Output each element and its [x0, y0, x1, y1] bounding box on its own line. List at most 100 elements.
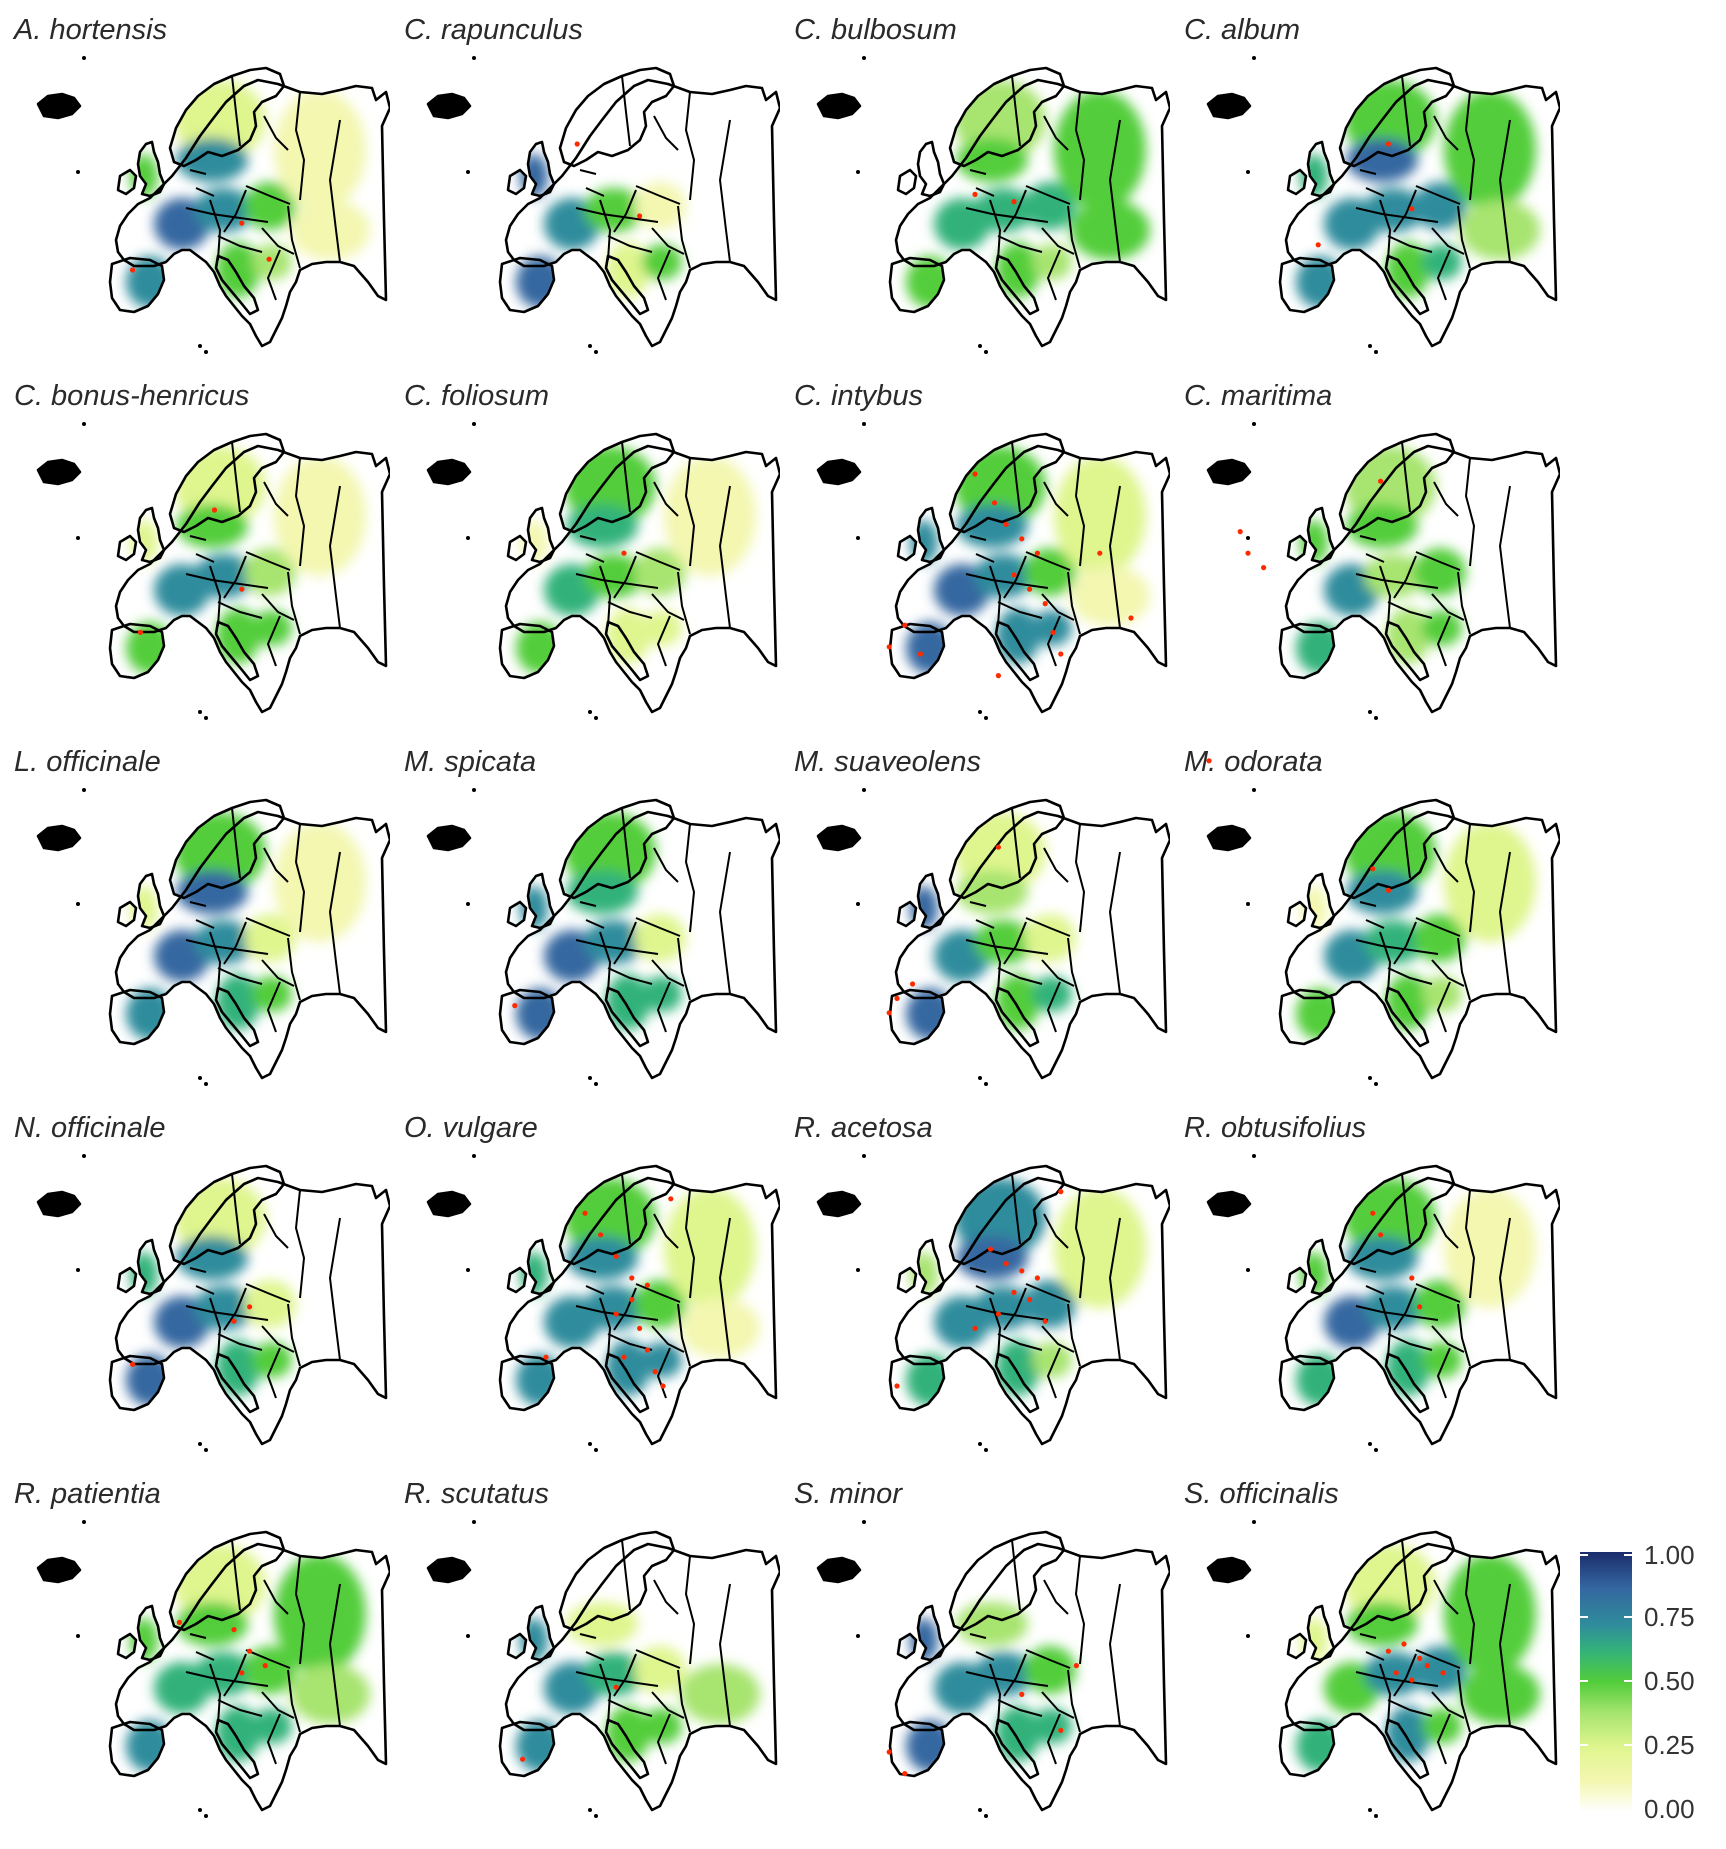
suitability-region [642, 1342, 682, 1378]
suitability-region [252, 244, 292, 280]
occurrence-point [1011, 572, 1017, 578]
species-map-panel: C. maritima [1170, 366, 1560, 726]
species-name: S. officinalis [1184, 1478, 1339, 1510]
occurrence-point [582, 1210, 588, 1216]
occurrence-point [894, 1383, 900, 1389]
europe-map [36, 1154, 390, 1452]
suitability-region [1414, 548, 1466, 596]
iceland-outline [428, 826, 470, 850]
occurrence-point [1385, 141, 1391, 147]
occurrence-point [1003, 521, 1009, 527]
island-dot [588, 1808, 592, 1812]
island-dot [1246, 1268, 1250, 1272]
suitability-region [252, 610, 292, 646]
occurrence-point [543, 1354, 549, 1360]
island-dot [472, 788, 476, 792]
island-dot [198, 344, 202, 348]
occurrence-point [621, 1354, 627, 1360]
species-name: R. scutatus [404, 1478, 550, 1510]
island-dot [588, 710, 592, 714]
suitability-region [244, 1646, 296, 1694]
suitability-region [1414, 1280, 1466, 1328]
suitability-region [974, 920, 1034, 964]
occurrence-point [660, 1383, 666, 1389]
island-dot [978, 710, 982, 714]
species-name: C. bonus-henricus [14, 380, 250, 412]
country-borders [1355, 807, 1511, 1033]
suitability-region [906, 988, 954, 1040]
island-dot [76, 170, 80, 174]
occurrence-point [1058, 1727, 1064, 1733]
island-dot [856, 536, 860, 540]
suitability-region [290, 200, 370, 260]
coastline [816, 66, 1170, 348]
occurrence-point [1385, 1648, 1391, 1654]
island-dot [198, 1808, 202, 1812]
island-dot [856, 170, 860, 174]
occurrence-point [668, 1196, 674, 1202]
occurrence-point [644, 1282, 650, 1288]
country-borders [965, 807, 1121, 1033]
suitability-region [1422, 610, 1462, 646]
island-dot [594, 350, 598, 354]
species-name: R. patientia [14, 1478, 161, 1510]
island-dot [76, 1634, 80, 1638]
suitability-region [1364, 188, 1424, 232]
legend-label-min: 0.00 [1644, 1794, 1695, 1824]
island-dot [984, 1082, 988, 1086]
suitability-region [634, 182, 686, 230]
island-dot [1252, 788, 1256, 792]
iceland-outline [38, 1192, 80, 1216]
occurrence-point [637, 213, 643, 219]
species-map-panel: R. scutatus [390, 1464, 780, 1824]
occurrence-point [1370, 1210, 1376, 1216]
occurrence-point [266, 256, 272, 262]
island-dot [1246, 536, 1250, 540]
island-dot [862, 56, 866, 60]
suitability-region [1346, 504, 1418, 548]
suitability-region [1414, 1646, 1466, 1694]
iceland-outline [38, 94, 80, 118]
occurrence-point [1385, 887, 1391, 893]
occurrence-point [239, 1670, 245, 1676]
suitability-region [1296, 1354, 1344, 1406]
island-dot [1368, 1808, 1372, 1812]
occurrence-point [520, 1756, 526, 1762]
suitability-region [634, 1646, 686, 1694]
island-dot [1246, 902, 1250, 906]
suitability-region [1460, 200, 1540, 260]
suitability-region [1024, 548, 1076, 596]
occurrence-point [629, 1297, 635, 1303]
coastline [816, 1164, 1170, 1446]
europe-map [816, 1520, 1170, 1818]
suitability-region [566, 504, 638, 548]
suitability-region [1296, 988, 1344, 1040]
island-dot [198, 710, 202, 714]
occurrence-point [247, 1648, 253, 1654]
suitability-region [584, 1652, 644, 1696]
suitability-region [1364, 1286, 1424, 1330]
species-map-panel: M. suaveolens [780, 732, 1170, 1092]
occurrence-point [886, 644, 892, 650]
suitability-region [1364, 554, 1424, 598]
island-dot [984, 350, 988, 354]
iceland-outline [818, 1558, 860, 1582]
island-dot [466, 902, 470, 906]
island-dot [204, 1448, 208, 1452]
species-name: C. album [1184, 14, 1301, 46]
suitability-region [1024, 914, 1076, 962]
island-dot [1374, 1448, 1378, 1452]
suitability-region [252, 1342, 292, 1378]
iceland-outline [1208, 460, 1250, 484]
occurrence-point [995, 844, 1001, 850]
suitability-region [176, 1236, 248, 1280]
suitability-region [956, 504, 1028, 548]
island-dot [594, 1448, 598, 1452]
occurrence-point [176, 1619, 182, 1625]
suitability-region [1346, 1236, 1418, 1280]
island-dot [1374, 1814, 1378, 1818]
suitability-region [244, 914, 296, 962]
suitability-region [584, 188, 644, 232]
country-borders [965, 1539, 1121, 1765]
suitability-region [974, 188, 1034, 232]
